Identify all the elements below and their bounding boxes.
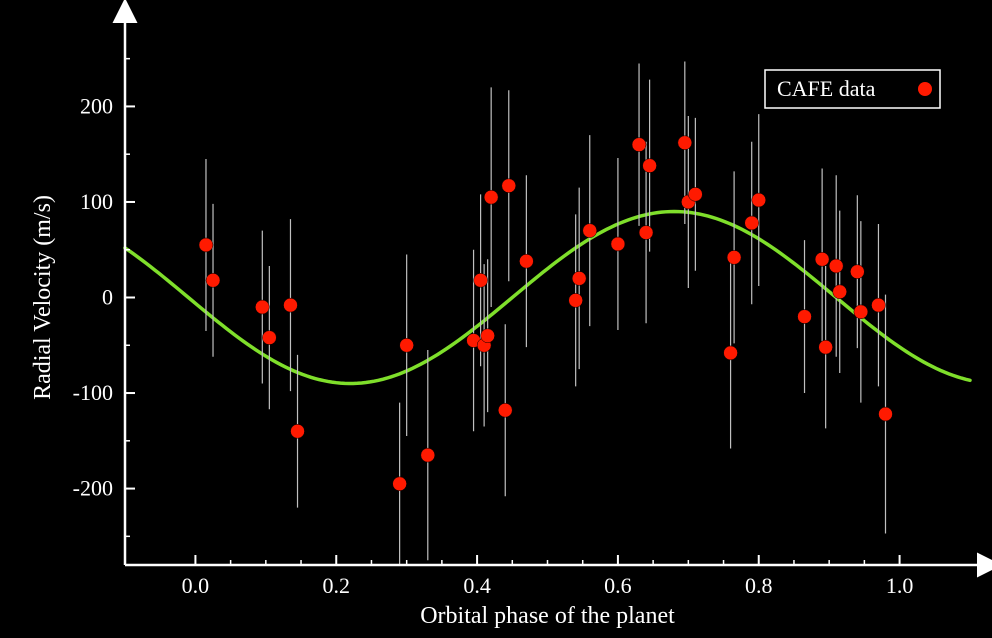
data-point — [393, 477, 407, 491]
data-point — [854, 305, 868, 319]
data-point — [798, 310, 812, 324]
data-point — [688, 187, 702, 201]
data-point — [678, 136, 692, 150]
legend-label: CAFE data — [777, 76, 876, 101]
data-point — [481, 329, 495, 343]
data-point — [474, 273, 488, 287]
chart-svg: 0.0 0.2 0.4 0.6 0.8 1.0 -200 -100 0 100 200 Orbital… — [0, 0, 992, 638]
data-point — [421, 448, 435, 462]
x-tick-label: 0.8 — [745, 573, 773, 598]
x-tick-label: 1.0 — [886, 573, 914, 598]
data-point — [255, 300, 269, 314]
data-point — [199, 238, 213, 252]
data-point — [850, 265, 864, 279]
x-tick-label: 0.0 — [182, 573, 210, 598]
data-point — [611, 237, 625, 251]
data-point — [291, 424, 305, 438]
x-tick-label: 0.6 — [604, 573, 632, 598]
data-point — [871, 298, 885, 312]
y-tick-label: -200 — [73, 476, 113, 501]
data-point — [283, 298, 297, 312]
y-axis-label: Radial Velocity (m/s) — [30, 195, 56, 400]
y-tick-label: 100 — [80, 189, 113, 214]
y-tick-label: 0 — [102, 285, 113, 310]
data-point — [262, 331, 276, 345]
rv-chart: 0.0 0.2 0.4 0.6 0.8 1.0 -200 -100 0 100 200 Orbital… — [0, 0, 992, 638]
data-point — [879, 407, 893, 421]
data-point — [819, 340, 833, 354]
data-point — [724, 346, 738, 360]
data-point — [498, 403, 512, 417]
data-point — [400, 338, 414, 352]
data-point — [583, 224, 597, 238]
x-axis-label: Orbital phase of the planet — [420, 603, 675, 629]
data-point — [829, 259, 843, 273]
data-point — [569, 293, 583, 307]
data-point — [745, 216, 759, 230]
data-point — [632, 138, 646, 152]
data-point — [815, 252, 829, 266]
x-tick-label: 0.2 — [323, 573, 351, 598]
legend-marker — [918, 82, 932, 96]
data-point — [639, 226, 653, 240]
data-point — [572, 271, 586, 285]
y-tick-label: -100 — [73, 380, 113, 405]
data-point — [752, 193, 766, 207]
data-point — [519, 254, 533, 268]
data-point — [833, 285, 847, 299]
data-point — [727, 250, 741, 264]
x-tick-label: 0.4 — [463, 573, 491, 598]
data-point — [502, 179, 516, 193]
data-point — [643, 159, 657, 173]
y-tick-label: 200 — [80, 93, 113, 118]
data-point — [484, 190, 498, 204]
data-point — [206, 273, 220, 287]
